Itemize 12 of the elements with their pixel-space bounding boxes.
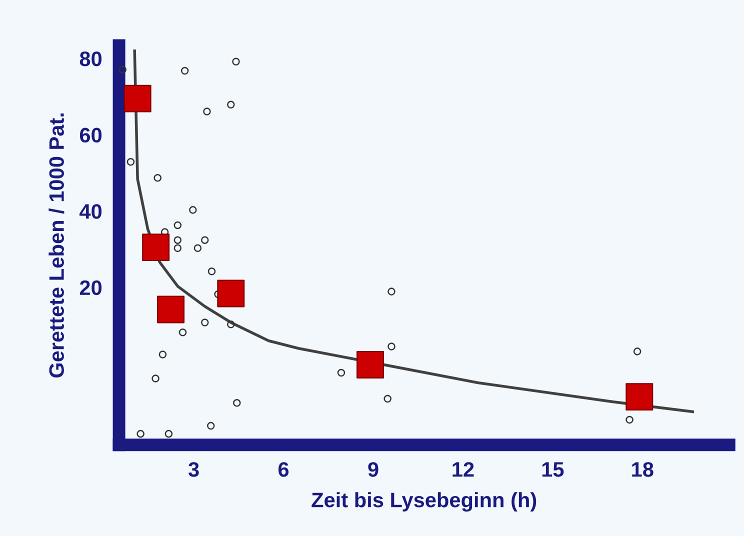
y-tick-label: 60 bbox=[80, 128, 102, 143]
y-tick-label: 40 bbox=[80, 204, 102, 219]
y-tick-label: 20 bbox=[80, 280, 102, 296]
x-tick-label: 9 bbox=[368, 462, 378, 477]
x-axis-title: Zeit bis Lysebeginn (h) bbox=[312, 492, 536, 512]
x-tick-label: 15 bbox=[542, 462, 564, 477]
x-tick-label: 3 bbox=[188, 462, 199, 477]
x-tick-label: 6 bbox=[278, 462, 289, 477]
x-tick-label: 12 bbox=[452, 462, 474, 477]
x-tick-label: 18 bbox=[632, 462, 654, 477]
y-axis-title: Gerettete Leben / 1000 Pat. bbox=[48, 113, 64, 378]
y-tick-label: 80 bbox=[80, 52, 102, 66]
